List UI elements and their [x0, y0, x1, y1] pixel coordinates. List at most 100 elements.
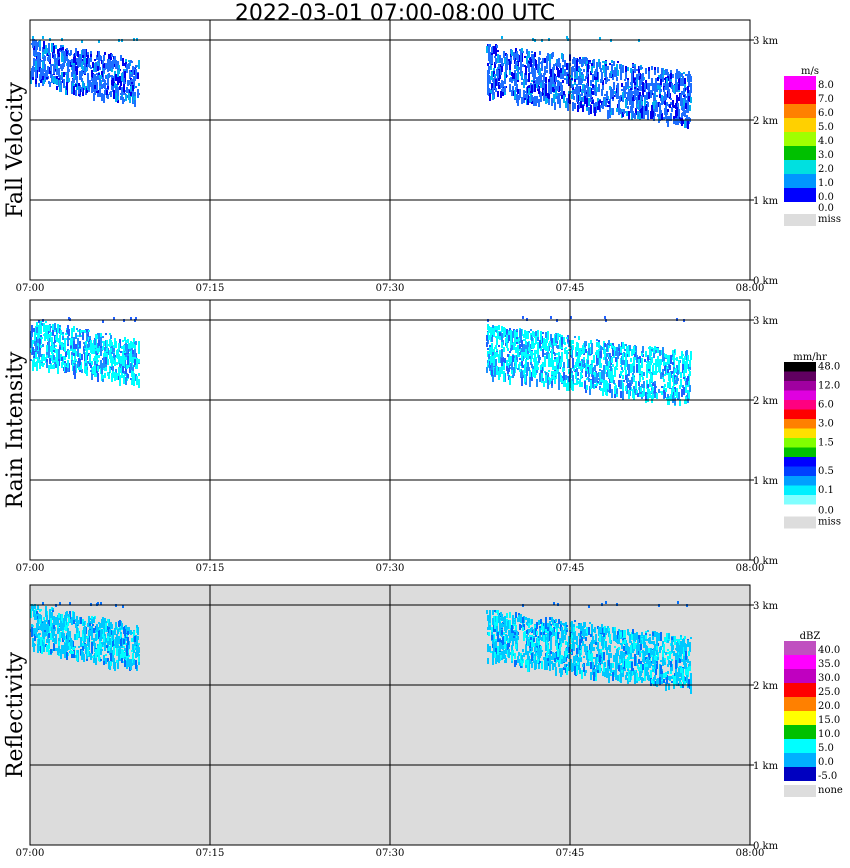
echo-cell: [659, 103, 661, 110]
echo-cell: [546, 352, 548, 359]
echo-cell: [543, 73, 545, 81]
echo-cell: [127, 358, 129, 365]
echo-cell: [609, 384, 611, 393]
echo-cell: [45, 321, 47, 323]
echo-cell: [88, 83, 90, 89]
echo-cell: [662, 373, 664, 375]
echo-cell: [132, 653, 134, 660]
echo-cell: [115, 93, 117, 102]
echo-cell: [120, 634, 122, 639]
echo-cell: [661, 68, 663, 75]
echo-cell: [578, 360, 580, 365]
echo-cell: [627, 374, 629, 376]
echo-cell: [487, 80, 489, 89]
echo-cell: [513, 73, 515, 79]
echo-cell: [109, 638, 111, 645]
echo-cell: [91, 642, 93, 647]
echo-cell: [585, 371, 587, 377]
echo-cell: [126, 64, 128, 73]
echo-cell: [509, 61, 511, 70]
echo-cell: [638, 359, 640, 367]
echo-cell: [82, 652, 84, 656]
echo-cell: [504, 86, 506, 93]
echo-cell: [559, 63, 561, 68]
echo-cell: [87, 623, 89, 627]
echo-cell: [597, 79, 599, 82]
echo-cell: [685, 100, 687, 103]
echo-cell: [575, 347, 577, 353]
echo-cell: [491, 366, 493, 371]
echo-cell: [514, 336, 516, 341]
echo-cell: [551, 98, 553, 106]
echo-cell: [38, 83, 40, 87]
echo-cell: [532, 64, 534, 73]
echo-cell: [670, 98, 672, 100]
echo-cell: [58, 628, 60, 632]
echo-cell: [685, 351, 687, 360]
echo-cell: [653, 83, 655, 85]
echo-cell: [525, 345, 527, 350]
echo-cell: [136, 376, 138, 385]
echo-cell: [495, 359, 497, 368]
echo-cell: [555, 90, 557, 99]
echo-cell: [546, 95, 548, 103]
echo-cell: [134, 96, 136, 100]
echo-cell: [680, 372, 682, 378]
echo-cell: [67, 363, 69, 368]
echo-cell: [599, 62, 601, 67]
echo-cell: [498, 325, 500, 330]
echo-cell: [642, 90, 644, 97]
echo-cell: [55, 45, 57, 49]
echo-cell: [570, 75, 572, 77]
echo-cell: [668, 355, 670, 360]
echo-cell: [506, 54, 508, 60]
echo-cell: [654, 381, 656, 386]
echo-cell: [606, 94, 608, 99]
echo-cell: [125, 638, 127, 641]
echo-cell: [514, 79, 516, 86]
echo-cell: [129, 80, 131, 85]
echo-cell: [535, 60, 537, 67]
echo-cell: [599, 359, 601, 368]
echo-cell: [103, 94, 105, 103]
echo-cell: [62, 335, 64, 340]
echo-cell: [631, 378, 633, 381]
echo-cell: [587, 362, 589, 364]
echo-cell: [660, 79, 662, 85]
echo-cell: [676, 69, 678, 74]
echo-cell: [528, 88, 530, 95]
echo-cell: [488, 66, 490, 74]
echo-cell: [616, 388, 618, 394]
echo-cell: [495, 336, 497, 338]
echo-cell: [73, 618, 75, 624]
echo-cell: [90, 51, 92, 54]
echo-cell: [564, 78, 566, 80]
echo-cell: [602, 65, 604, 70]
echo-cell: [667, 649, 669, 651]
echo-cell: [523, 79, 525, 88]
echo-cell: [48, 53, 50, 55]
echo-cell: [586, 627, 588, 636]
echo-cell: [607, 390, 609, 392]
echo-cell: [500, 91, 502, 98]
echo-cell: [643, 106, 645, 115]
echo-cell: [53, 364, 55, 369]
echo-cell: [48, 344, 50, 353]
legend-swatch: [784, 146, 816, 160]
echo-cell: [535, 77, 537, 79]
echo-cell: [56, 76, 58, 81]
echo-cell: [104, 648, 106, 651]
echo-cell: [506, 360, 508, 366]
echo-cell: [566, 63, 568, 70]
echo-cell: [511, 90, 513, 93]
echo-cell: [562, 80, 564, 83]
echo-cell: [112, 358, 114, 360]
echo-cell: [585, 76, 587, 79]
echo-cell: [43, 328, 45, 332]
echo-cell: [37, 357, 39, 363]
echo-cell: [530, 72, 532, 74]
echo-cell: [641, 95, 643, 98]
echo-cell: [486, 342, 488, 347]
echo-cell: [632, 373, 634, 375]
echo-cell: [612, 364, 614, 367]
